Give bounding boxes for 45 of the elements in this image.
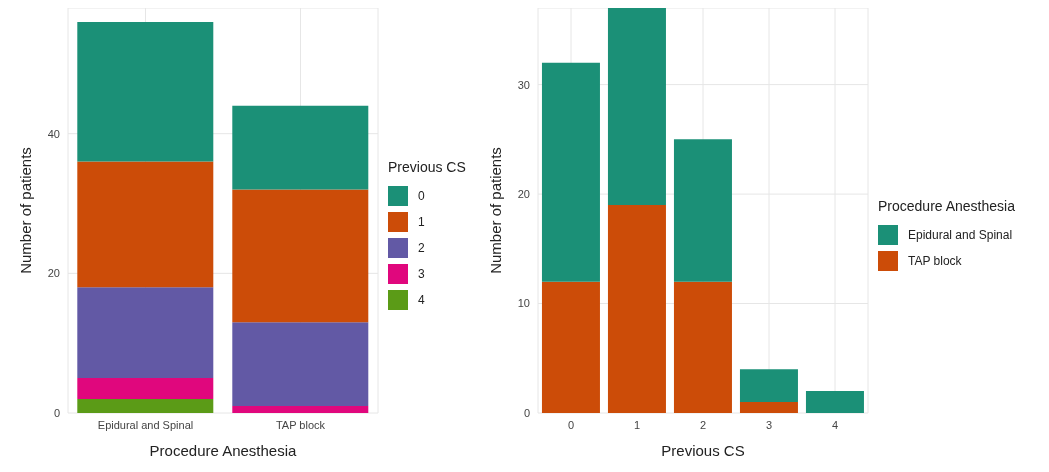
- x-tick-label: 4: [831, 418, 839, 431]
- bar: [77, 399, 214, 413]
- bar: [607, 205, 666, 413]
- bar: [232, 189, 369, 323]
- bar: [739, 369, 798, 403]
- bar: [805, 391, 864, 413]
- y-tick-label: 20: [47, 267, 60, 280]
- x-tick-label: Epidural and Spinal: [97, 418, 194, 431]
- y-axis-title: Number of patients: [17, 147, 35, 274]
- bar: [541, 281, 600, 413]
- legend-label: 0: [418, 188, 425, 203]
- legend-label: Epidural and Spinal: [908, 227, 1013, 242]
- bar: [77, 287, 214, 379]
- bar: [232, 406, 369, 413]
- bar: [232, 322, 369, 407]
- bar: [541, 62, 600, 282]
- legend-title: Procedure Anesthesia: [878, 197, 1016, 214]
- legend-label: 3: [418, 266, 425, 281]
- bar: [77, 378, 214, 400]
- legend-label: 1: [418, 214, 425, 229]
- legend-label: 4: [418, 292, 425, 307]
- x-tick-label: 0: [567, 418, 575, 431]
- bar: [673, 281, 732, 413]
- x-tick-label: 2: [699, 418, 707, 431]
- legend-label: 2: [418, 240, 425, 255]
- bar: [673, 139, 732, 282]
- y-axis-title: Number of patients: [487, 147, 505, 274]
- legend-title: Previous CS: [388, 158, 467, 175]
- x-tick-label: 1: [633, 418, 641, 431]
- x-axis-title: Previous CS: [661, 442, 745, 459]
- bar: [739, 402, 798, 413]
- legend-label: TAP block: [908, 253, 962, 268]
- bar: [607, 8, 666, 206]
- y-tick-label: 10: [517, 297, 530, 310]
- x-tick-label: 3: [765, 418, 773, 431]
- bar: [77, 161, 214, 288]
- bar: [77, 21, 214, 162]
- y-tick-label: 0: [523, 406, 530, 419]
- y-tick-label: 30: [517, 78, 530, 91]
- y-tick-label: 40: [47, 127, 60, 140]
- x-axis-title: Procedure Anesthesia: [149, 442, 298, 459]
- y-tick-label: 0: [53, 406, 60, 419]
- x-tick-label: TAP block: [275, 418, 326, 431]
- bar: [232, 105, 369, 190]
- y-tick-label: 20: [517, 187, 530, 200]
